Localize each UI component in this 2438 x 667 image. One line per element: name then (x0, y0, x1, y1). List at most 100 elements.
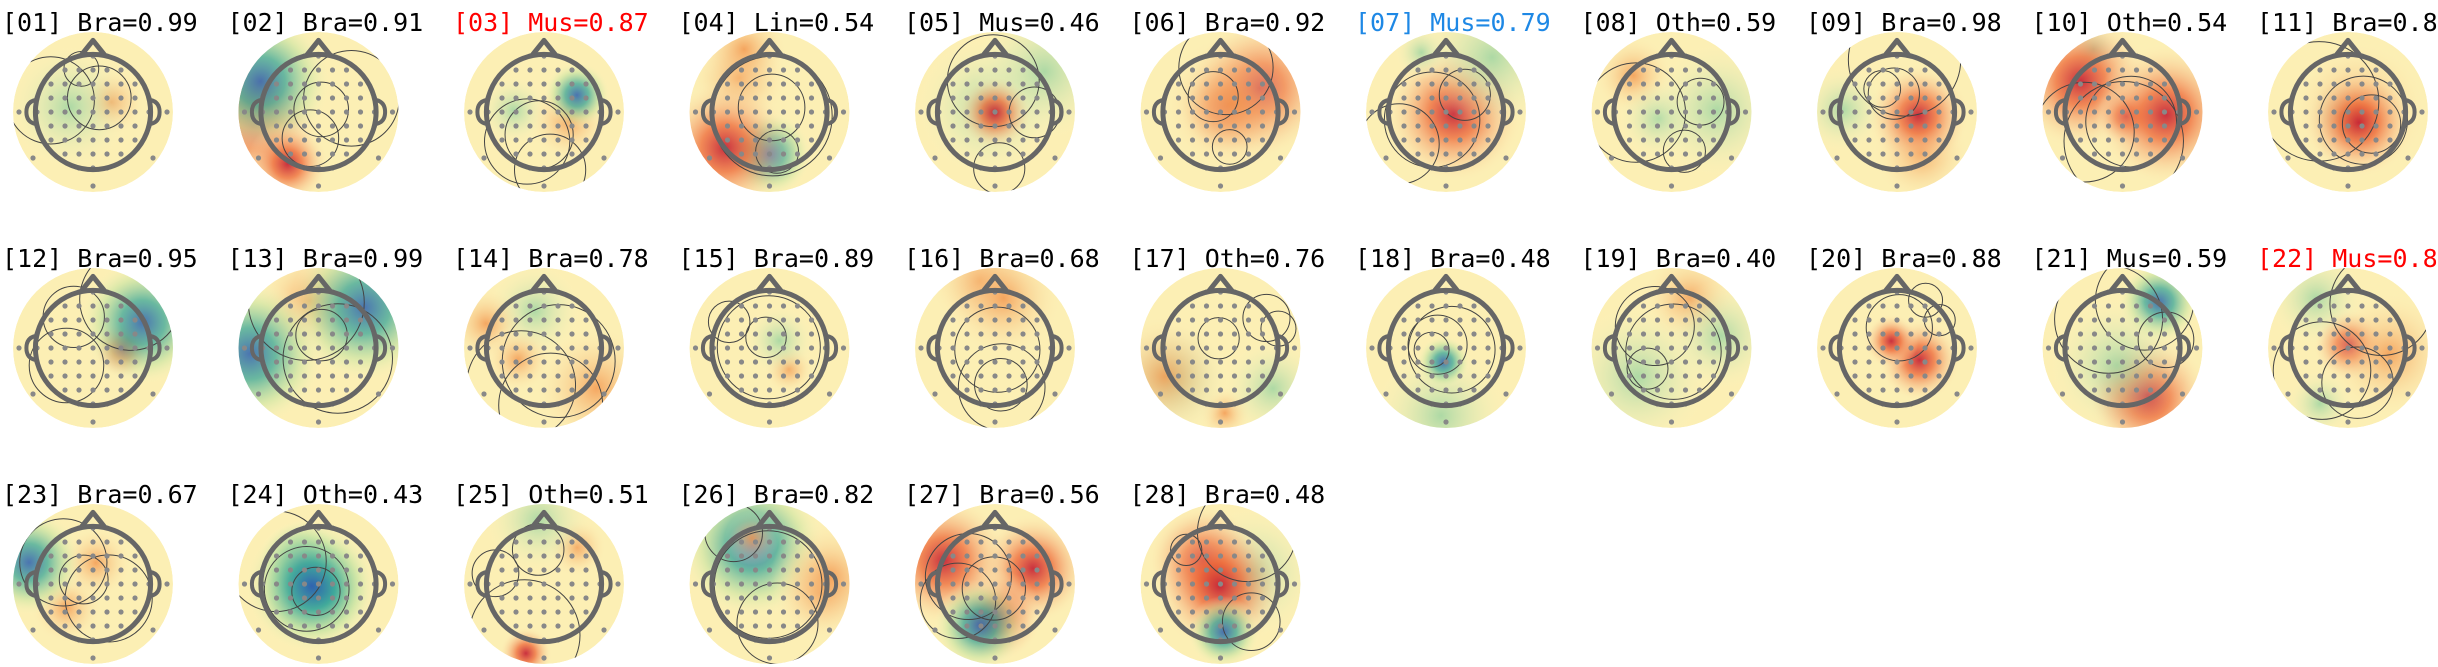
electrode (1626, 331, 1633, 337)
electrode (2045, 109, 2052, 115)
electrode (780, 345, 787, 351)
electrode (301, 359, 308, 365)
electrode (555, 609, 561, 615)
electrode (1443, 109, 1449, 115)
electrode (315, 303, 322, 309)
electrode (1485, 81, 1491, 87)
electrode (287, 595, 294, 601)
electrode (357, 595, 364, 601)
electrode (527, 137, 533, 143)
electrode (1668, 359, 1675, 365)
electrode (555, 539, 561, 545)
electrode (808, 81, 815, 87)
head-outline (1385, 51, 1507, 173)
electrode (569, 623, 575, 629)
electrode (1157, 155, 1164, 161)
electrode (301, 95, 308, 101)
contour (1407, 314, 1468, 375)
electrode (357, 95, 364, 101)
electrode (964, 67, 970, 73)
electrode (569, 109, 575, 115)
electrode (1189, 137, 1196, 143)
electrode (1217, 67, 1224, 73)
electrode (1922, 137, 1928, 143)
electrode (1217, 303, 1224, 309)
electrode (1231, 609, 1238, 615)
electrode (513, 317, 519, 323)
component-label: [15] Bra=0.89 (679, 244, 875, 273)
head-outline (258, 287, 379, 409)
electrode (1217, 553, 1224, 559)
ear-right (1277, 98, 1290, 126)
topomap (2042, 268, 2203, 428)
ear-right (1728, 98, 1741, 126)
electrode (583, 331, 589, 337)
electrode (2161, 373, 2168, 379)
electrode (1415, 67, 1421, 73)
electrode (1668, 183, 1675, 189)
electrode (1203, 609, 1210, 615)
head-outline (483, 51, 605, 173)
electrode (16, 345, 22, 351)
contour (745, 316, 787, 359)
electrode (329, 539, 336, 545)
electrode (1443, 317, 1449, 323)
electrode (1485, 137, 1491, 143)
component-label: [26] Bra=0.82 (679, 480, 875, 509)
electrode (1894, 95, 1900, 101)
electrode (1894, 109, 1900, 115)
electrode (978, 317, 984, 323)
electrode (2119, 373, 2126, 379)
electrode (1203, 359, 1210, 365)
electrode (1894, 317, 1900, 323)
electrode (104, 581, 110, 587)
electrode (1471, 331, 1477, 337)
electrode (1217, 567, 1224, 573)
electrode (2147, 109, 2154, 115)
electrode (1880, 81, 1886, 87)
electrode (1922, 151, 1928, 157)
electrode (1006, 317, 1012, 323)
electrode (555, 553, 561, 559)
component-label: [23] Bra=0.67 (2, 480, 198, 509)
electrode (1485, 109, 1491, 115)
electrode (1654, 67, 1661, 73)
electrode (1052, 155, 1058, 161)
electrode (287, 95, 294, 101)
component-label: [21] Mus=0.59 (2032, 244, 2228, 273)
electrode (513, 553, 519, 559)
nose (1883, 273, 1911, 293)
topomap (689, 504, 850, 664)
electrode (992, 317, 998, 323)
electrode (315, 567, 322, 573)
electrode (1457, 67, 1463, 73)
electrode (1175, 595, 1182, 601)
nose (2334, 273, 2362, 293)
electrode (541, 419, 547, 425)
electrode (601, 155, 607, 161)
electrode (1429, 331, 1435, 337)
electrode (808, 331, 815, 337)
electrode (2317, 345, 2323, 351)
electrode (104, 387, 110, 393)
electrode (978, 303, 984, 309)
electrode (1245, 553, 1252, 559)
electrode (301, 581, 308, 587)
nose (304, 509, 333, 529)
electrode (1189, 151, 1196, 157)
electrode (343, 387, 350, 393)
electrode (2359, 137, 2365, 143)
electrode (1020, 303, 1026, 309)
electrode (2133, 359, 2140, 365)
electrode (132, 109, 138, 115)
electrode (752, 137, 759, 143)
electrode (2119, 183, 2126, 189)
electrode (569, 567, 575, 573)
electrode (76, 387, 82, 393)
electrode (1401, 359, 1407, 365)
electrode (978, 109, 984, 115)
electrode (118, 373, 124, 379)
topomap (464, 504, 624, 664)
electrode (118, 95, 124, 101)
electrode (964, 581, 970, 587)
